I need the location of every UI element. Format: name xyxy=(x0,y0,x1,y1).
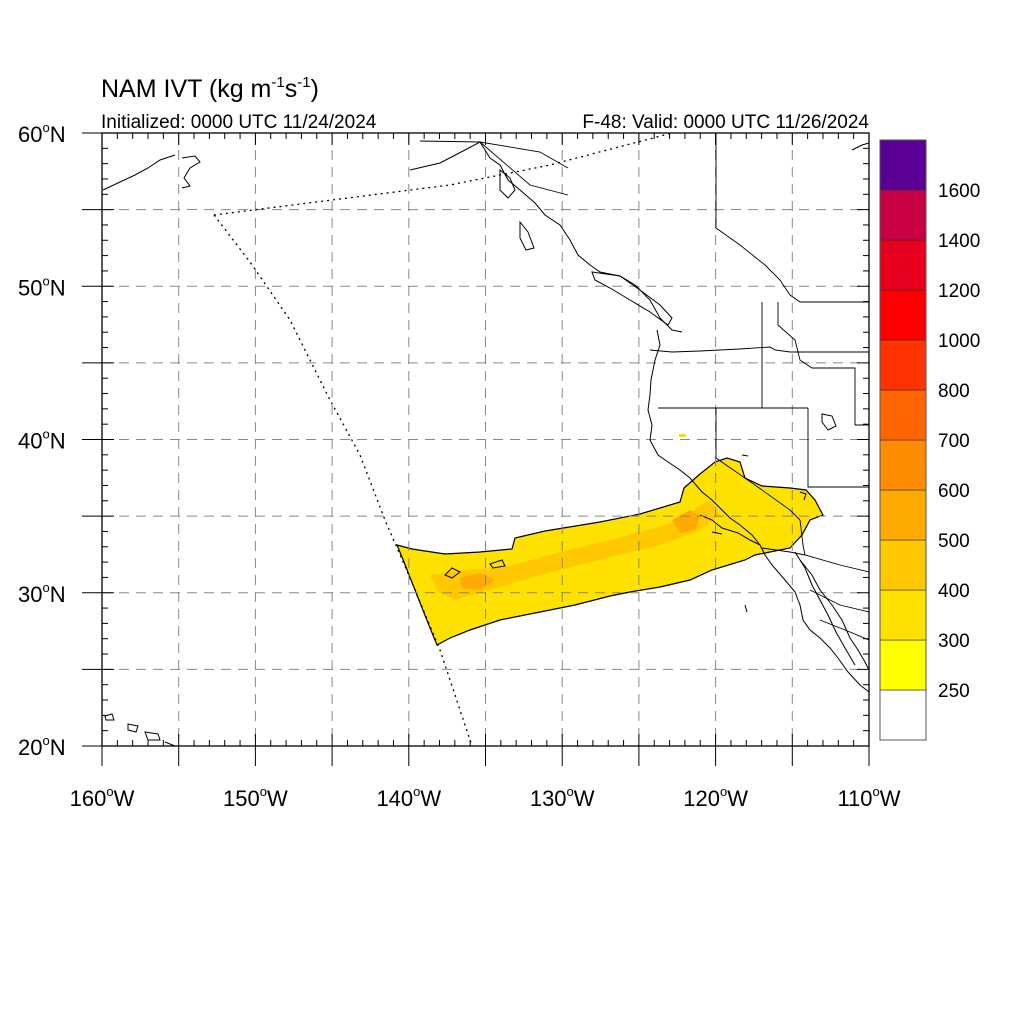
latitude-labels: 60oN 50oN 40oN 30oN 20oN xyxy=(18,120,66,760)
init-time-label: Initialized: 0000 UTC 11/24/2024 xyxy=(101,112,377,133)
ivt-peak-500 xyxy=(460,510,700,590)
lon-label: 150oW xyxy=(223,784,288,811)
colorbar-label: 500 xyxy=(938,531,970,552)
colorbar: 250 300 400 500 600 700 800 1000 1200 1400 1600 xyxy=(879,139,980,741)
map-title: NAM IVT (kg m-1s-1) xyxy=(101,74,319,103)
lon-label: 160oW xyxy=(70,784,135,811)
graticule xyxy=(102,133,869,746)
bc-alberta-border xyxy=(715,133,869,303)
coastlines xyxy=(102,141,869,746)
colorbar-bin xyxy=(879,589,927,641)
great-salt-lake xyxy=(821,413,837,431)
colorbar-label: 600 xyxy=(938,481,970,502)
gulf-of-california-coast xyxy=(799,559,869,671)
colorbar-bin xyxy=(879,489,927,541)
channel-islands xyxy=(711,531,748,613)
colorbar-bin xyxy=(879,539,927,591)
canada-us-border xyxy=(649,346,869,353)
lat-label: 50oN xyxy=(18,273,66,300)
lon-label: 140oW xyxy=(376,784,441,811)
colorbar-bin xyxy=(879,239,927,291)
colorbar-label: 1200 xyxy=(938,281,980,302)
ivt-core-400 xyxy=(430,500,720,600)
lat-label: 40oN xyxy=(18,427,66,454)
model-domain-boundary xyxy=(213,133,673,746)
lake-tahoe-mead xyxy=(741,454,807,501)
colorbar-bin xyxy=(879,339,927,391)
colorbar-bin xyxy=(879,139,927,191)
colorbar-bin xyxy=(879,689,927,741)
nevada-california-border xyxy=(715,408,801,521)
us-west-coast xyxy=(647,329,869,693)
longitude-labels: 160oW 150oW 140oW 130oW 120oW 110oW xyxy=(70,784,901,811)
colorbar-label: 700 xyxy=(938,431,970,452)
hawaii-islands xyxy=(104,713,176,746)
ivt-isolated-spot xyxy=(679,434,686,437)
ivt-plume xyxy=(395,434,824,646)
colorbar-label: 1000 xyxy=(938,331,980,352)
yukon-bc-border xyxy=(479,141,569,196)
colorbar-label: 400 xyxy=(938,581,970,602)
colorbar-bin xyxy=(879,439,927,491)
colorbar-label: 1600 xyxy=(938,181,980,202)
colorbar-label: 1400 xyxy=(938,231,980,252)
colorbar-label: 300 xyxy=(938,631,970,652)
mexico-states xyxy=(809,589,869,641)
map-panel xyxy=(102,133,869,746)
axis-ticks xyxy=(82,132,870,766)
baja-east-coast xyxy=(794,551,856,666)
colorbar-bin xyxy=(879,639,927,691)
arizona-border xyxy=(799,519,806,556)
lon-label: 110oW xyxy=(837,784,900,811)
colorbar-label: 250 xyxy=(938,681,970,702)
colorbar-bin xyxy=(879,189,927,241)
lat-label: 20oN xyxy=(18,733,66,760)
ivt-interior-contour xyxy=(444,514,761,579)
alaska-canada-border xyxy=(419,140,569,169)
alaska-panhandle-coast xyxy=(409,141,683,333)
colorbar-bin xyxy=(879,289,927,341)
colorbar-label: 800 xyxy=(938,381,970,402)
lat-label: 30oN xyxy=(18,580,66,607)
political-boundaries xyxy=(419,133,869,641)
bc-islands xyxy=(499,168,673,326)
valid-time-label: F-48: Valid: 0000 UTC 11/26/2024 xyxy=(582,112,869,133)
nevada-utah-border xyxy=(807,408,869,488)
aleutian-islands xyxy=(102,142,869,191)
lon-label: 120oW xyxy=(683,784,748,811)
lat-label: 60oN xyxy=(18,120,66,147)
us-mexico-border xyxy=(761,547,869,573)
idaho-montana-border xyxy=(777,302,869,426)
colorbar-bin xyxy=(879,389,927,441)
lon-label: 130oW xyxy=(530,784,595,811)
colorbar-frame xyxy=(879,139,927,741)
